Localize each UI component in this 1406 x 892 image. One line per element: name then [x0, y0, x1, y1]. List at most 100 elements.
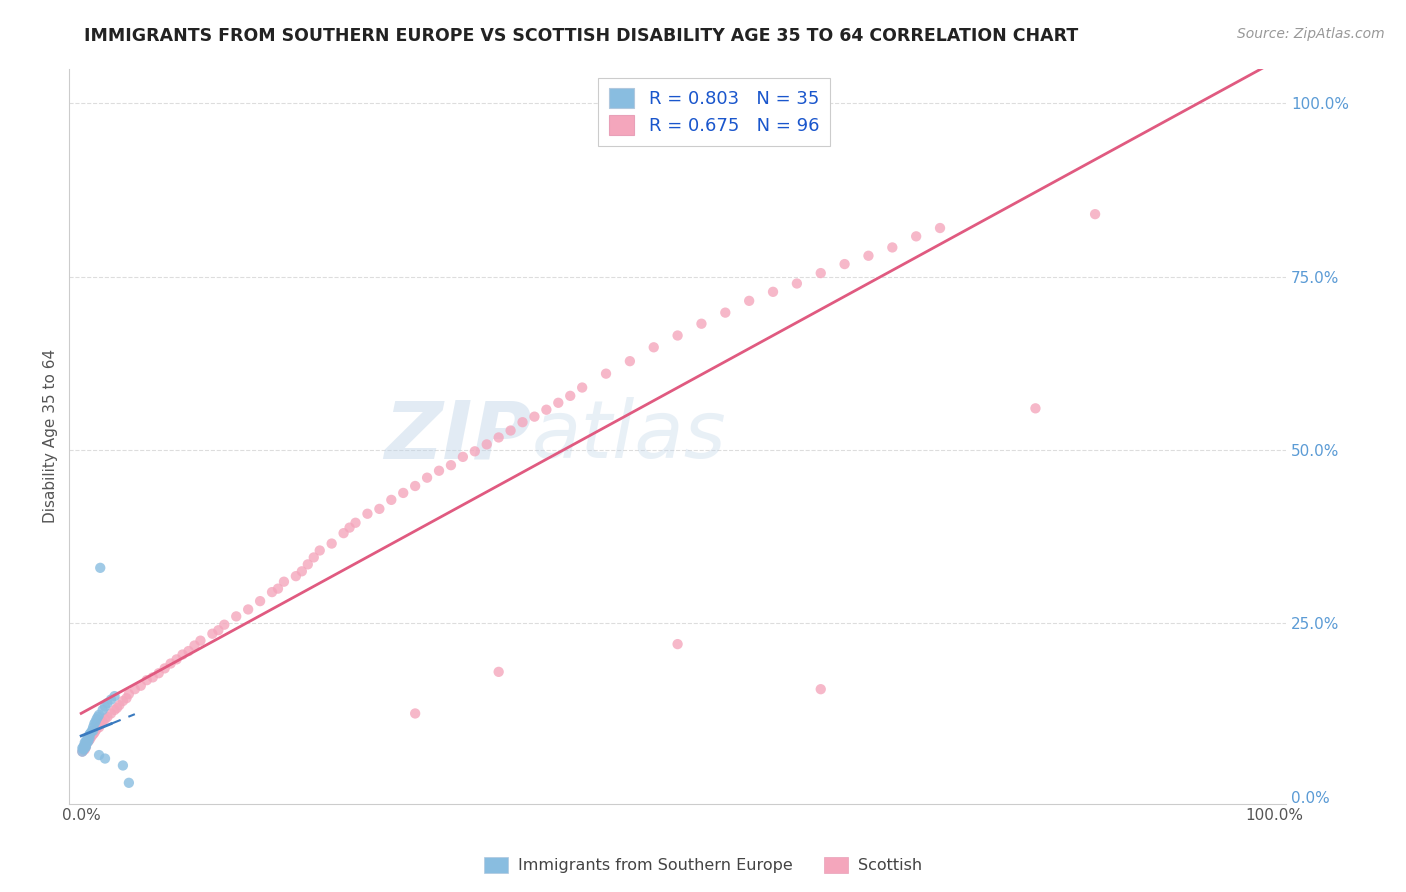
- Point: [94, 712, 117, 726]
- Point: [536, 402, 558, 417]
- Point: [73, 736, 96, 750]
- Point: [115, 691, 138, 706]
- Point: [84, 714, 107, 729]
- Point: [142, 670, 165, 684]
- Point: [666, 328, 689, 343]
- Point: [427, 464, 450, 478]
- Point: [249, 594, 271, 608]
- Point: [94, 751, 117, 765]
- Point: [571, 380, 593, 394]
- Point: [96, 696, 118, 710]
- Point: [339, 520, 361, 534]
- Point: [83, 726, 105, 740]
- Point: [86, 712, 108, 726]
- Point: [284, 569, 307, 583]
- Point: [77, 731, 100, 745]
- Point: [905, 229, 928, 244]
- Point: [100, 692, 122, 706]
- Point: [238, 602, 260, 616]
- Point: [302, 550, 325, 565]
- Point: [91, 714, 114, 729]
- Point: [77, 734, 100, 748]
- Point: [643, 340, 665, 354]
- Point: [84, 723, 107, 738]
- Point: [392, 486, 415, 500]
- Point: [103, 689, 125, 703]
- Point: [810, 266, 832, 280]
- Point: [100, 706, 122, 721]
- Point: [488, 665, 510, 679]
- Point: [882, 240, 904, 254]
- Point: [75, 734, 97, 748]
- Point: [475, 437, 498, 451]
- Point: [82, 727, 104, 741]
- Legend: Immigrants from Southern Europe, Scottish: Immigrants from Southern Europe, Scottis…: [478, 850, 928, 880]
- Point: [1024, 401, 1046, 416]
- Y-axis label: Disability Age 35 to 64: Disability Age 35 to 64: [44, 349, 58, 523]
- Point: [111, 694, 134, 708]
- Point: [77, 734, 100, 748]
- Text: atlas: atlas: [531, 397, 727, 475]
- Point: [118, 687, 141, 701]
- Point: [738, 293, 761, 308]
- Point: [111, 758, 134, 772]
- Point: [440, 458, 463, 473]
- Point: [762, 285, 785, 299]
- Text: IMMIGRANTS FROM SOUTHERN EUROPE VS SCOTTISH DISABILITY AGE 35 TO 64 CORRELATION : IMMIGRANTS FROM SOUTHERN EUROPE VS SCOTT…: [84, 27, 1078, 45]
- Point: [1084, 207, 1107, 221]
- Point: [73, 741, 96, 756]
- Point: [595, 367, 617, 381]
- Point: [80, 726, 103, 740]
- Point: [94, 699, 117, 714]
- Point: [291, 564, 314, 578]
- Point: [76, 732, 98, 747]
- Point: [201, 626, 224, 640]
- Point: [89, 561, 111, 575]
- Point: [214, 617, 236, 632]
- Point: [308, 543, 330, 558]
- Point: [153, 661, 176, 675]
- Point: [73, 738, 96, 752]
- Point: [72, 741, 94, 756]
- Point: [172, 648, 194, 662]
- Point: [499, 424, 522, 438]
- Point: [177, 644, 200, 658]
- Point: [834, 257, 856, 271]
- Point: [89, 717, 111, 731]
- Point: [344, 516, 367, 530]
- Point: [464, 444, 486, 458]
- Point: [321, 536, 343, 550]
- Point: [273, 574, 295, 589]
- Point: [72, 745, 94, 759]
- Point: [118, 776, 141, 790]
- Point: [512, 415, 534, 429]
- Point: [560, 389, 582, 403]
- Text: ZIP: ZIP: [384, 397, 531, 475]
- Point: [380, 492, 402, 507]
- Point: [79, 731, 101, 745]
- Point: [166, 652, 188, 666]
- Point: [666, 637, 689, 651]
- Point: [76, 736, 98, 750]
- Point: [75, 738, 97, 752]
- Point: [183, 639, 205, 653]
- Point: [103, 703, 125, 717]
- Point: [73, 738, 96, 752]
- Point: [523, 409, 546, 424]
- Point: [87, 720, 110, 734]
- Point: [129, 679, 152, 693]
- Point: [91, 703, 114, 717]
- Point: [207, 624, 229, 638]
- Point: [76, 736, 98, 750]
- Point: [260, 585, 283, 599]
- Point: [786, 277, 808, 291]
- Point: [547, 396, 569, 410]
- Point: [72, 739, 94, 754]
- Point: [858, 249, 880, 263]
- Point: [73, 742, 96, 756]
- Point: [714, 305, 737, 319]
- Point: [80, 723, 103, 738]
- Point: [83, 717, 105, 731]
- Point: [96, 710, 118, 724]
- Point: [368, 501, 391, 516]
